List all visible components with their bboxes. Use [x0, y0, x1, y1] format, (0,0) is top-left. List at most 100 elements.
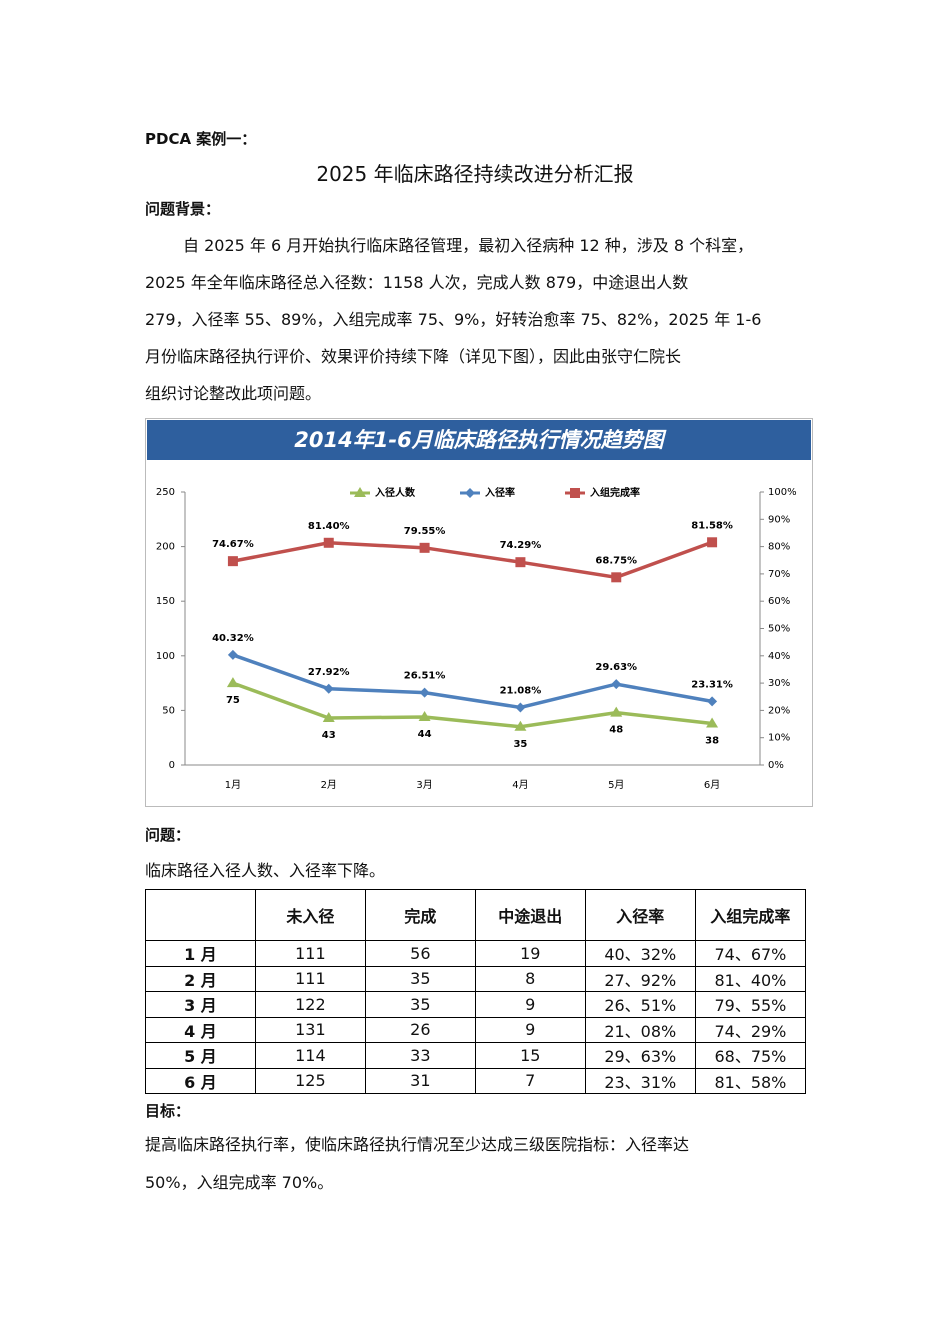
point [227, 556, 238, 567]
data-label: 74.67% [212, 539, 254, 550]
table-cell: 5 月 [145, 1042, 256, 1069]
table-cell: 31 [364, 1067, 476, 1094]
data-label: 29.63% [595, 662, 637, 673]
y2-tick-label: 20% [768, 705, 790, 716]
data-label: 81.58% [691, 520, 733, 531]
point [515, 702, 526, 713]
y2-tick-label: 60% [768, 596, 790, 607]
table-cell: 26 [364, 1016, 476, 1043]
chart-banner [147, 420, 811, 460]
point [610, 706, 623, 717]
table-cell: 29、63% [584, 1042, 696, 1069]
table-cell: 79、55% [694, 991, 807, 1018]
point [354, 487, 366, 497]
point [227, 649, 238, 660]
table-cell: 1 月 [145, 940, 256, 967]
point [706, 717, 719, 728]
x-tick-label: 6月 [704, 779, 720, 791]
table-cell: 111 [254, 965, 366, 992]
y2-tick-label: 10% [768, 733, 790, 744]
series-line [232, 540, 713, 580]
table-cell: 2 月 [145, 965, 256, 992]
data-label: 27.92% [308, 667, 350, 678]
table-row: 6 月 125 31 7 23、31% 81、58% [145, 1067, 807, 1094]
text-line: 组织讨论整改此项问题。 [145, 384, 322, 403]
table-cell: 68、75% [694, 1042, 807, 1069]
table-cell: 125 [254, 1067, 366, 1094]
header-cell: 完成 [364, 889, 476, 941]
table-cell: 35 [364, 991, 476, 1018]
point [418, 710, 431, 721]
y-tick-label: 250 [156, 487, 175, 498]
data-label: 79.55% [404, 526, 446, 537]
header-cell: 中途退出 [474, 889, 586, 941]
corner-cell [145, 889, 256, 941]
y2-tick-label: 90% [768, 514, 790, 525]
table-row: 2 月 111 35 8 27、92% 81、40% [145, 965, 807, 992]
y-tick-label: 200 [156, 542, 175, 553]
table-cell: 81、40% [694, 965, 807, 992]
point [570, 488, 580, 498]
y-tick-label: 50 [162, 705, 175, 716]
y2-tick-label: 0% [768, 760, 784, 771]
table-cell: 9 [474, 1016, 586, 1043]
data-label: 48 [609, 725, 623, 736]
point [707, 537, 718, 548]
problem-text: 临床路径入径人数、入径率下降。 [145, 861, 386, 880]
table-cell: 74、67% [694, 940, 807, 967]
point [322, 712, 335, 723]
table-cell: 74、29% [694, 1016, 807, 1043]
table-cell: 33 [364, 1042, 476, 1069]
data-label: 44 [418, 729, 432, 740]
series-line [232, 653, 713, 710]
table-cell: 15 [474, 1042, 586, 1069]
section-heading: 问题背景： [145, 200, 221, 218]
data-label: 26.51% [404, 671, 446, 682]
text-line: 提高临床路径执行率，使临床路径执行情况至少达成三级医院指标：入径率达 [145, 1135, 690, 1154]
point [611, 679, 622, 690]
point [707, 696, 718, 707]
section-heading: 问题： [145, 826, 191, 844]
data-label: 74.29% [500, 540, 542, 551]
table-cell: 6 月 [145, 1067, 256, 1094]
point [515, 557, 526, 568]
legend-label: 入径率 [485, 486, 515, 499]
legend-label: 入组完成率 [590, 486, 640, 499]
legend-label: 入径人数 [375, 486, 416, 499]
table-cell: 26、51% [584, 991, 696, 1018]
series-line [232, 681, 713, 729]
y2-tick-label: 100% [768, 487, 797, 498]
x-tick-label: 2月 [321, 779, 337, 791]
text-line: 2025 年全年临床路径总入径数：1158 人次，完成人数 879，中途退出人数 [145, 273, 689, 292]
section-heading: 目标： [145, 1102, 191, 1120]
table-cell: 23、31% [584, 1067, 696, 1094]
point [514, 720, 527, 731]
x-tick-label: 5月 [608, 779, 624, 791]
table-cell: 35 [364, 965, 476, 992]
data-label: 75 [226, 695, 240, 706]
y-tick-label: 150 [156, 596, 175, 607]
data-label: 81.40% [308, 521, 350, 532]
data-label: 21.08% [500, 685, 542, 696]
table-cell: 8 [474, 965, 586, 992]
table-cell: 122 [254, 991, 366, 1018]
text-line: 50%，入组完成率 70%。 [145, 1173, 334, 1192]
table-row: 4 月 131 26 9 21、08% 74、29% [145, 1016, 807, 1043]
chart: 2014年1-6月临床路径执行情况趋势图 0 50 100 150 200 250 0% 10… [145, 418, 813, 807]
data-label: 35 [513, 739, 527, 750]
data-label: 23.31% [691, 679, 733, 690]
table-cell: 56 [364, 940, 476, 967]
table-cell: 3 月 [145, 991, 256, 1018]
text-line: 279，入径率 55、89%，入组完成率 75、9%，好转治愈率 75、82%，… [145, 310, 762, 329]
point [323, 683, 334, 694]
table-cell: 114 [254, 1042, 366, 1069]
case-label: PDCA 案例一： [145, 130, 257, 148]
y2-tick-label: 40% [768, 651, 790, 662]
point [323, 537, 334, 548]
data-table: 未入径 完成 中途退出 入径率 入组完成率 1 月 111 56 19 40、32% 74、67% 2… [145, 889, 807, 1094]
header-cell: 未入径 [254, 889, 366, 941]
chart-frame [145, 418, 813, 807]
table-cell: 4 月 [145, 1016, 256, 1043]
table-cell: 27、92% [584, 965, 696, 992]
header-cell: 入组完成率 [694, 889, 807, 941]
